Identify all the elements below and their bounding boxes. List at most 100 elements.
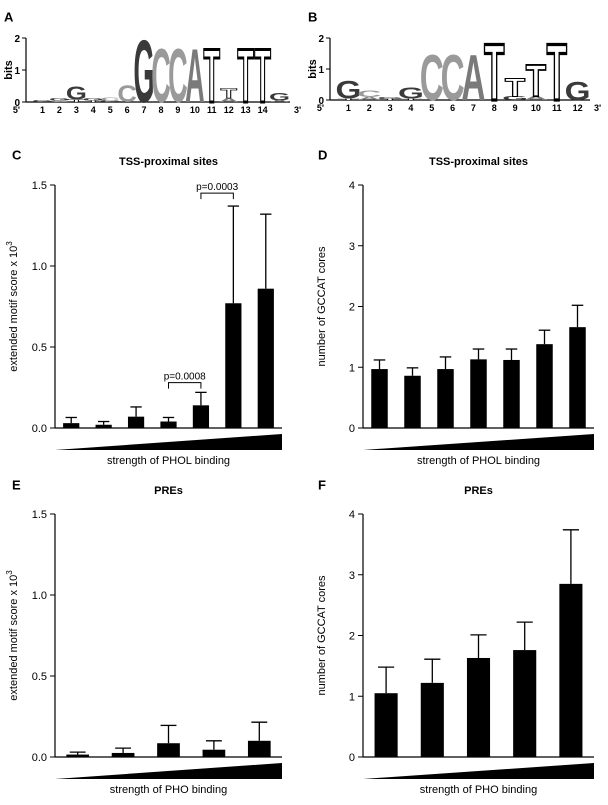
bar xyxy=(111,752,135,757)
logo-position-label: 1 xyxy=(40,105,45,115)
y-tick-label: 0 xyxy=(349,752,355,764)
logo-position-label: 9 xyxy=(513,103,518,113)
bar xyxy=(160,421,177,428)
logo-y-tick-label: 1 xyxy=(14,66,20,77)
logo-letter: A xyxy=(524,95,548,101)
y-tick-label: 0.0 xyxy=(32,752,47,764)
logo-letter: T xyxy=(547,28,567,118)
y-axis-label-main: number of GCCAT cores xyxy=(316,246,328,367)
chart-title: TSS-proximal sites xyxy=(119,156,218,168)
bar xyxy=(202,749,226,757)
y-tick-label: 1 xyxy=(349,362,355,374)
y-tick-label: 1.5 xyxy=(32,509,47,521)
logo-letter: C xyxy=(151,34,171,119)
bar xyxy=(247,740,271,757)
logo-y-tick-label: 0 xyxy=(318,96,324,107)
bar xyxy=(95,424,112,428)
y-tick-label: 0 xyxy=(349,423,355,435)
y-tick-label: 1 xyxy=(349,691,355,703)
y-tick-label: 3 xyxy=(349,570,355,582)
logo-letter: C xyxy=(168,34,188,119)
logo-letter: C xyxy=(117,81,137,108)
y-axis-label-exponent: 3 xyxy=(5,570,14,575)
logo-position-label: 8 xyxy=(492,103,497,113)
y-axis-label: extended motif score x 103 xyxy=(5,570,20,701)
logo-3prime-label: 3' xyxy=(294,105,301,115)
logo-position-label: 12 xyxy=(224,105,234,115)
logo-letter: T xyxy=(237,34,254,119)
logo-letter: A xyxy=(270,100,290,102)
bar xyxy=(503,359,520,428)
bar xyxy=(466,657,491,757)
logo-letter: T xyxy=(401,98,422,100)
bar xyxy=(225,303,242,428)
bar xyxy=(374,693,398,757)
logo-position-label: 10 xyxy=(531,103,541,113)
y-tick-label: 3 xyxy=(349,241,355,253)
logo-y-label: bits xyxy=(3,60,15,80)
logo-letter: G xyxy=(335,76,361,104)
panel-label: F xyxy=(318,478,326,493)
y-axis-label-exponent: 3 xyxy=(5,241,14,246)
logo-y-tick-label: 2 xyxy=(14,34,20,45)
logo-position-label: 13 xyxy=(241,105,251,115)
significance-bracket xyxy=(200,192,234,200)
logo-position-label: 4 xyxy=(408,103,413,113)
x-axis-label: strength of PHO binding xyxy=(420,784,537,796)
binding-strength-wedge xyxy=(55,434,282,450)
binding-strength-wedge xyxy=(363,434,594,450)
logo-letter: T xyxy=(254,34,271,119)
bar xyxy=(66,754,90,757)
logo-letter: G xyxy=(134,22,155,121)
y-tick-label: 2 xyxy=(349,302,355,314)
logo-position-label: 9 xyxy=(175,105,180,115)
bar xyxy=(127,416,145,428)
y-tick-label: 0.5 xyxy=(32,342,47,354)
logo-position-label: 4 xyxy=(91,105,96,115)
logo-letter: T xyxy=(204,34,221,119)
logo-letter: G xyxy=(398,85,424,102)
bar xyxy=(437,369,454,428)
panel-label: C xyxy=(12,148,22,163)
bar xyxy=(192,405,210,428)
chart-title: PREs xyxy=(464,485,493,497)
logo-position-label: 14 xyxy=(258,105,268,115)
logo-3prime-label: 3' xyxy=(594,103,601,113)
logo-position-label: 5 xyxy=(108,105,113,115)
chart-e: E PREs 0.0 0.5 1.0 1.5 extended motif score x … xyxy=(5,478,282,796)
y-axis-label: number of GCCAT cores xyxy=(316,575,328,696)
logo-y-tick-label: 1 xyxy=(318,65,324,76)
logo-letter: G xyxy=(32,100,53,102)
logo-letter: T xyxy=(220,85,237,101)
bar xyxy=(404,375,421,428)
logo-position-label: 5 xyxy=(429,103,434,113)
panel-label: A xyxy=(4,10,14,25)
logo-position-label: 10 xyxy=(190,105,200,115)
y-tick-label: 2 xyxy=(349,631,355,643)
logo-position-label: 1 xyxy=(346,103,351,113)
logo-position-label: 2 xyxy=(367,103,372,113)
chart-f: F PREs 0 1 2 3 4 number of GCCAT cores strength … xyxy=(316,478,594,796)
logo-y-tick-label: 2 xyxy=(318,34,324,45)
logo-position-label: 12 xyxy=(573,103,583,113)
significance-bracket xyxy=(168,382,202,389)
y-tick-label: 1.0 xyxy=(32,590,47,602)
logo-letter: T xyxy=(85,101,102,103)
logo-letter: G xyxy=(100,100,121,102)
bar xyxy=(513,650,537,757)
y-tick-label: 0.0 xyxy=(32,423,47,435)
chart-d: D TSS-proximal sites 0 1 2 3 4 number of GCCAT … xyxy=(316,148,594,467)
logo-position-label: 3 xyxy=(388,103,393,113)
panel-label: D xyxy=(318,148,327,163)
logo-letter: G xyxy=(49,97,70,101)
p-value-label: p=0.0003 xyxy=(196,182,238,193)
y-axis-label-main: extended motif score x 10 xyxy=(8,246,20,372)
x-axis-label: strength of PHOL binding xyxy=(107,455,230,467)
logo-letter: C xyxy=(441,41,465,114)
logo-letter: A xyxy=(219,97,239,103)
logo-letter: C xyxy=(100,97,120,102)
y-axis-label: extended motif score x 103 xyxy=(5,241,20,372)
